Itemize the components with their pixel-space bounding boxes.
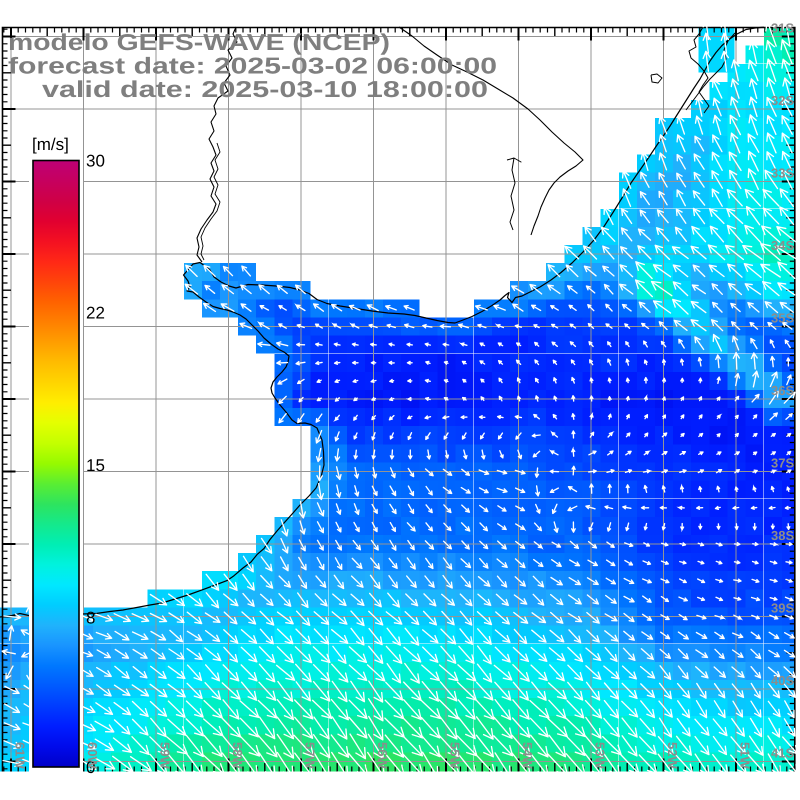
svg-text:36S: 36S (771, 383, 794, 398)
svg-text:modelo GEFS-WAVE (NCEP): modelo GEFS-WAVE (NCEP) (8, 29, 390, 55)
svg-text:forecast date: 2025-03-02 06:0: forecast date: 2025-03-02 06:00:00 (8, 53, 497, 79)
svg-text:39S: 39S (771, 601, 794, 616)
svg-text:37S: 37S (771, 456, 794, 471)
svg-text:22: 22 (86, 304, 105, 323)
svg-text:57W: 57W (303, 742, 318, 769)
svg-text:61W: 61W (13, 742, 28, 769)
svg-text:52W: 52W (665, 742, 680, 769)
svg-text:30: 30 (86, 152, 105, 171)
svg-text:34S: 34S (771, 238, 794, 253)
svg-text:33S: 33S (771, 166, 794, 181)
svg-text:8: 8 (86, 609, 95, 628)
svg-text:35S: 35S (771, 311, 794, 326)
svg-text:56W: 56W (375, 742, 390, 769)
svg-text:[m/s]: [m/s] (32, 135, 69, 154)
svg-text:59W: 59W (158, 742, 173, 769)
svg-text:53W: 53W (593, 742, 608, 769)
svg-text:31S: 31S (771, 21, 794, 36)
svg-text:38S: 38S (771, 528, 794, 543)
svg-text:60W: 60W (85, 742, 100, 769)
svg-text:55W: 55W (448, 742, 463, 769)
svg-text:41S: 41S (771, 746, 794, 761)
svg-text:58W: 58W (230, 742, 245, 769)
svg-text:15: 15 (86, 456, 105, 475)
svg-text:54W: 54W (520, 742, 535, 769)
svg-text:40S: 40S (771, 673, 794, 688)
svg-text:valid date: 2025-03-10 18:00:0: valid date: 2025-03-10 18:00:00 (42, 76, 488, 102)
svg-text:51W: 51W (738, 742, 753, 769)
svg-text:32S: 32S (771, 93, 794, 108)
